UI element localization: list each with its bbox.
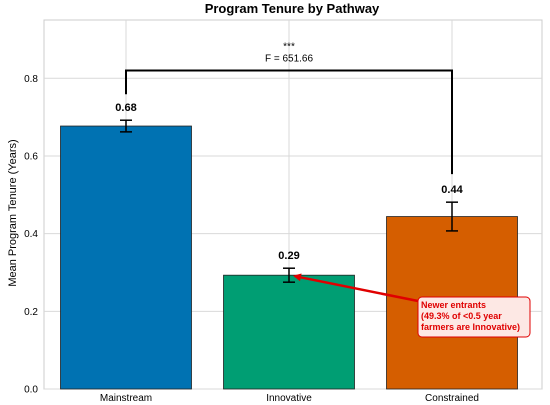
data-label: 0.68 xyxy=(115,102,136,114)
annotation-box xyxy=(417,296,531,338)
y-axis-label: Mean Program Tenure (Years) xyxy=(7,139,19,286)
significance-stars: *** xyxy=(283,41,295,52)
y-tick-label: 0.2 xyxy=(24,307,38,318)
chart-title: Program Tenure by Pathway xyxy=(205,1,380,16)
significance-line xyxy=(125,69,453,175)
annotation-text: farmers are Innovative) xyxy=(421,322,520,332)
y-tick-label: 0.4 xyxy=(24,229,38,240)
bar xyxy=(223,274,355,390)
data-label: 0.29 xyxy=(278,250,299,262)
bar xyxy=(60,125,192,390)
y-tick-label: 0.0 xyxy=(24,385,38,396)
x-tick-label: Mainstream xyxy=(100,393,152,404)
annotation-text: (49.3% of <0.5 year xyxy=(421,311,502,321)
annotation-arrow xyxy=(293,273,419,303)
x-tick-label: Constrained xyxy=(425,393,479,404)
annotation-text: Newer entrants xyxy=(421,300,486,310)
y-tick-label: 0.6 xyxy=(24,151,38,162)
significance-stat: F = 651.66 xyxy=(265,53,314,64)
significance-bracket: ***F = 651.66 xyxy=(125,41,453,175)
annotation: Newer entrants(49.3% of <0.5 yearfarmers… xyxy=(293,273,531,338)
y-tick-label: 0.8 xyxy=(24,74,38,85)
bars: 0.68 Mainstream 0.29 Innovative 0.44 Constrai… xyxy=(60,102,518,404)
x-tick-label: Innovative xyxy=(266,393,312,404)
data-label: 0.44 xyxy=(441,184,463,196)
